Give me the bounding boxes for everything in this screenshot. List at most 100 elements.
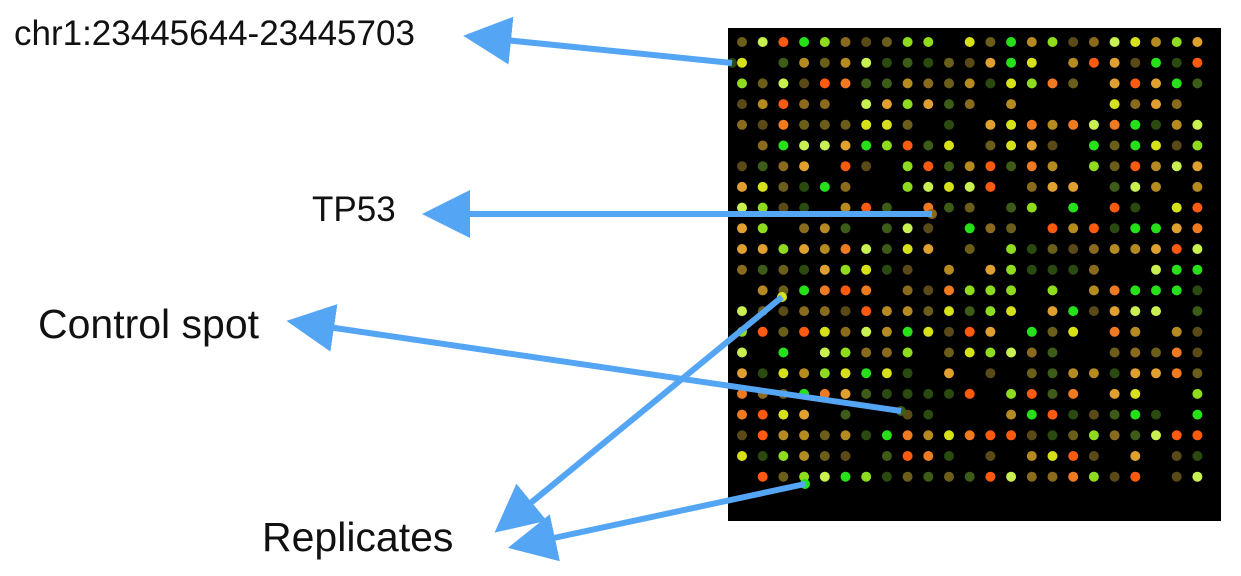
array-spot [1151, 347, 1161, 358]
array-spot [944, 471, 954, 482]
array-spot [1026, 78, 1037, 89]
array-spot [1047, 388, 1058, 399]
array-spot [1171, 471, 1182, 482]
array-spot [778, 244, 789, 254]
array-spot [985, 119, 996, 130]
array-spot [902, 347, 913, 358]
array-spot [1088, 285, 1099, 296]
array-spot [923, 388, 934, 399]
array-spot [1047, 471, 1058, 482]
array-spot [861, 119, 872, 130]
array-spot [840, 409, 851, 420]
array-spot [902, 306, 913, 317]
array-spot [985, 181, 996, 192]
array-spot [737, 37, 747, 47]
array-spot [1068, 244, 1079, 254]
array-spot [1006, 223, 1017, 234]
array-spot [840, 388, 851, 399]
array-spot [1109, 326, 1120, 337]
array-spot [944, 388, 954, 399]
array-spot [778, 78, 789, 89]
array-spot [819, 368, 830, 379]
array-spot [1047, 285, 1058, 296]
array-spot [1006, 347, 1017, 358]
array-spot [757, 140, 768, 151]
array-spot [1192, 285, 1203, 296]
array-spot [737, 99, 747, 110]
array-spot [1192, 57, 1203, 68]
array-spot [1192, 347, 1203, 358]
array-spot [1130, 119, 1141, 130]
array-spot [1088, 264, 1099, 275]
array-spot [923, 430, 934, 441]
array-spot [1171, 285, 1182, 296]
array-spot [1130, 37, 1141, 47]
array-spot [1109, 306, 1120, 317]
array-spot [1088, 451, 1099, 461]
array-spot [902, 368, 913, 379]
array-spot [1047, 264, 1058, 275]
array-spot [1109, 388, 1120, 399]
array-spot [819, 471, 830, 482]
array-spot [964, 285, 975, 296]
array-spot [778, 140, 789, 151]
array-spot [819, 140, 830, 151]
array-spot [1151, 119, 1161, 130]
array-spot [861, 368, 872, 379]
array-spot [1171, 99, 1182, 110]
array-spot [737, 368, 747, 379]
array-spot [861, 37, 872, 47]
array-spot [840, 223, 851, 234]
array-spot [1026, 202, 1037, 213]
array-spot [1151, 409, 1161, 420]
array-spot [778, 306, 789, 317]
array-spot [902, 37, 913, 47]
array-spot [1192, 78, 1203, 89]
array-spot [944, 78, 954, 89]
array-spot [799, 471, 810, 482]
array-spot [1192, 368, 1203, 379]
array-spot [1109, 244, 1120, 254]
array-spot [1192, 264, 1203, 275]
array-spot [861, 161, 872, 172]
array-spot [964, 326, 975, 337]
array-spot [1109, 223, 1120, 234]
array-spot [819, 347, 830, 358]
array-spot [1047, 37, 1058, 47]
array-spot [1130, 202, 1141, 213]
array-spot [840, 244, 851, 254]
array-spot [944, 140, 954, 151]
array-spot [799, 119, 810, 130]
array-spot [1006, 161, 1017, 172]
array-spot [1047, 326, 1058, 337]
array-spot [757, 244, 768, 254]
array-spot [985, 430, 996, 441]
array-spot [1006, 409, 1017, 420]
array-spot [1130, 326, 1141, 337]
array-spot [1192, 430, 1203, 441]
array-spot [1047, 181, 1058, 192]
array-spot [902, 244, 913, 254]
array-spot [737, 430, 747, 441]
array-spot [1047, 347, 1058, 358]
array-spot [1088, 119, 1099, 130]
array-spot [1068, 409, 1079, 420]
array-spot [778, 181, 789, 192]
array-spot [757, 99, 768, 110]
array-spot [985, 140, 996, 151]
array-spot [1130, 368, 1141, 379]
array-spot [799, 140, 810, 151]
array-spot [923, 244, 934, 254]
array-spot [1068, 388, 1079, 399]
array-spot [1088, 306, 1099, 317]
array-spot [799, 181, 810, 192]
array-spot [1006, 471, 1017, 482]
array-spot [757, 409, 768, 420]
array-spot [737, 202, 747, 213]
array-spot [1171, 78, 1182, 89]
array-spot [923, 57, 934, 68]
array-spot [1130, 409, 1141, 420]
replicates-label: Replicates [262, 514, 454, 560]
array-spot [1130, 57, 1141, 68]
array-spot [985, 161, 996, 172]
